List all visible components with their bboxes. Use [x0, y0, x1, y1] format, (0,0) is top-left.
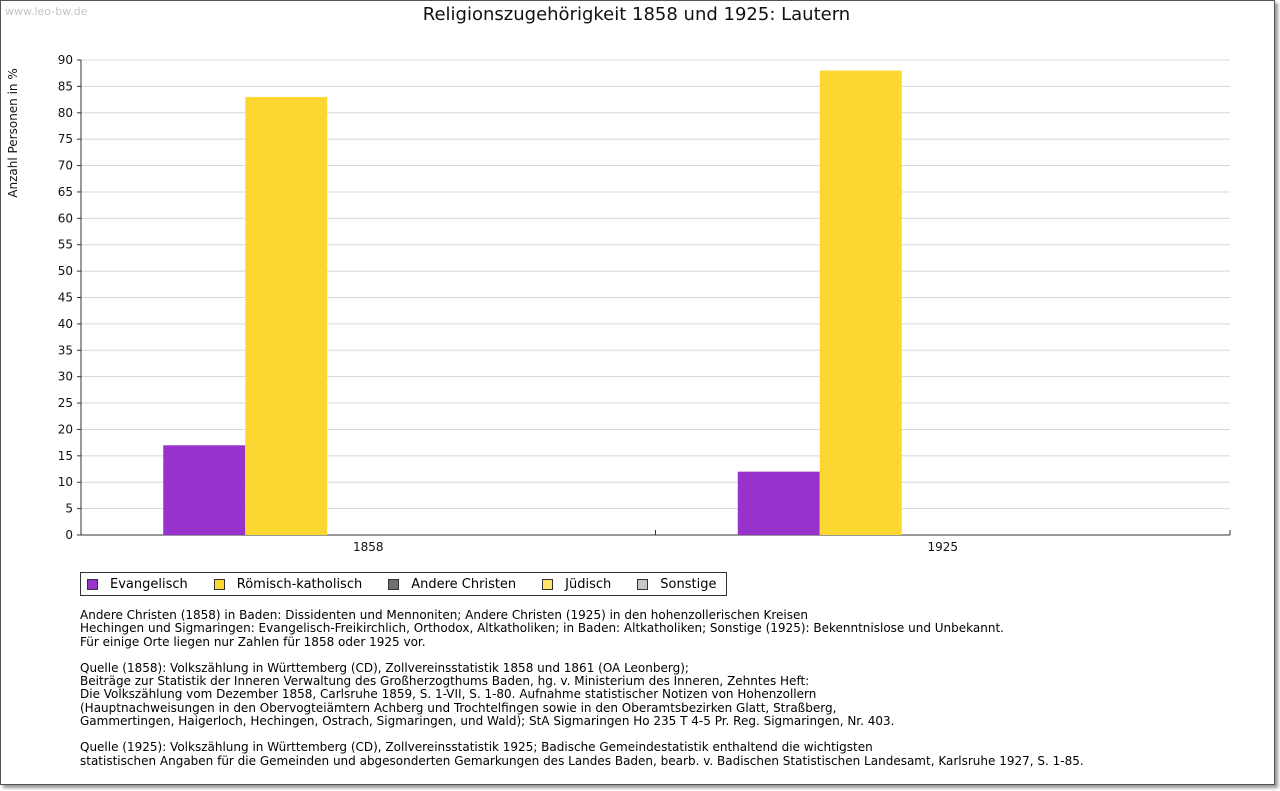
note-line: (Hauptnachweisungen in den Obervogteiämt… [80, 700, 837, 715]
notes: Andere Christen (1858) in Baden: Disside… [80, 608, 1260, 781]
legend-item: Römisch-katholisch [213, 576, 363, 592]
legend-label: Evangelisch [110, 576, 188, 592]
watermark: www.leo-bw.de [5, 5, 88, 18]
note-line: Andere Christen (1858) in Baden: Disside… [80, 608, 808, 622]
legend-swatch [213, 578, 225, 590]
y-tick-label: 85 [58, 79, 73, 93]
legend-swatch [637, 578, 649, 590]
note-line: Gammertingen, Haigerloch, Hechingen, Ost… [80, 714, 895, 729]
legend-item: Andere Christen [388, 577, 516, 592]
y-tick-label: 80 [58, 106, 73, 120]
note-line: Beiträge zur Statistik der Inneren Verwa… [80, 674, 810, 689]
legend-item: Sonstige [637, 577, 716, 592]
y-tick-label: 0 [65, 528, 73, 542]
y-tick-label: 25 [58, 396, 73, 410]
y-tick-label: 20 [58, 422, 73, 436]
bar-evangelisch-1925 [737, 471, 820, 535]
note-paragraph: Quelle (1858): Volkszählung in Württembe… [80, 660, 1260, 729]
chart-title: Religionszugehörigkeit 1858 und 1925: La… [422, 4, 851, 25]
y-tick-label: 45 [58, 291, 73, 305]
note-line: Quelle (1858): Volkszählung in Württembe… [80, 660, 689, 675]
y-tick-label: 65 [58, 185, 73, 199]
legend-item: Jüdisch [542, 577, 611, 592]
x-tick-label: 1925 [927, 540, 958, 554]
legend: Evangelisch Römisch-katholisch Andere Chri… [80, 572, 728, 596]
y-tick-label: 5 [65, 502, 73, 516]
x-tick-label: 1858 [353, 540, 384, 554]
y-tick-label: 90 [58, 53, 73, 67]
y-tick-label: 50 [58, 264, 73, 278]
y-tick-label: 30 [58, 370, 73, 384]
y-tick-label: 60 [58, 211, 73, 225]
legend-swatch [87, 578, 98, 590]
y-axis-label: Anzahl Personen in % [6, 68, 20, 198]
bar-evangelisch-1858 [163, 445, 246, 535]
legend-swatch [388, 578, 400, 590]
legend-label: Sonstige [660, 576, 717, 592]
y-tick-label: 35 [58, 343, 73, 357]
y-tick-label: 55 [58, 238, 73, 252]
note-line: Die Volkszählung vom Dezember 1858, Carl… [80, 687, 817, 702]
note-paragraph: Quelle (1925): Volkszählung in Württembe… [80, 741, 1260, 768]
note-line: statistischen Angaben für die Gemeinden … [80, 753, 1084, 768]
bar-r-misch-katholisch-1858 [245, 96, 328, 535]
bar-r-misch-katholisch-1925 [819, 70, 902, 536]
legend-label: Jüdisch [565, 576, 612, 592]
legend-item: Evangelisch [87, 577, 188, 592]
y-tick-label: 15 [58, 449, 73, 463]
y-tick-label: 10 [58, 475, 73, 489]
note-line: Hechingen und Sigmaringen: Evangelisch-F… [80, 621, 1004, 636]
note-line: Für einige Orte liegen nur Zahlen für 18… [80, 634, 426, 649]
y-tick-label: 70 [58, 159, 73, 173]
note-paragraph: Andere Christen (1858) in Baden: Disside… [80, 608, 1260, 649]
legend-swatch [542, 578, 554, 590]
legend-label: Römisch-katholisch [236, 576, 363, 592]
y-tick-label: 40 [58, 317, 73, 331]
y-tick-label: 75 [58, 132, 73, 146]
note-line: Quelle (1925): Volkszählung in Württembe… [80, 740, 873, 755]
legend-label: Andere Christen [411, 576, 517, 592]
bar-chart: 0 5 10 15 20 25 30 35 40 45 50 55 60 65 70 75 80 85 90 Anza… [6, 53, 1231, 554]
